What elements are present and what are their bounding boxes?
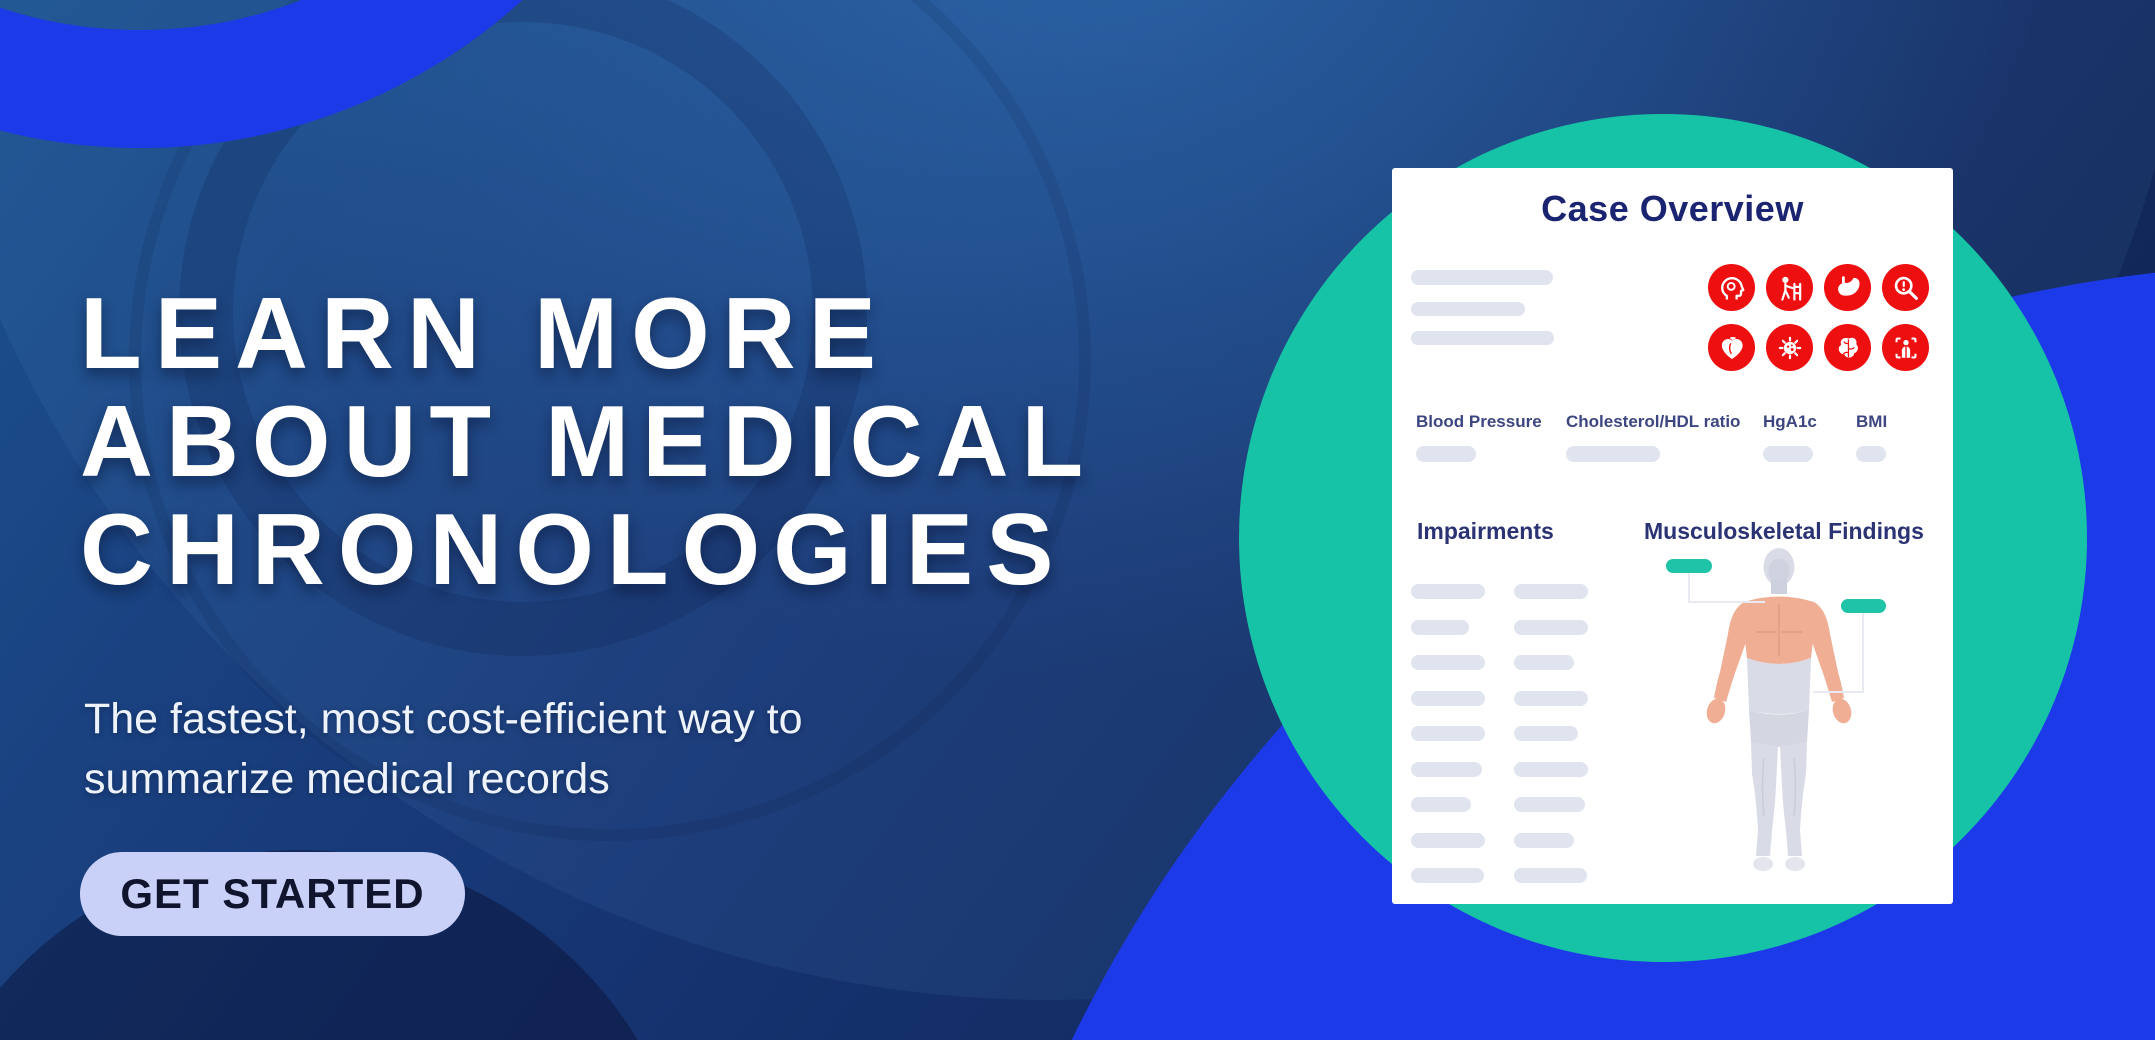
card-title: Case Overview	[1541, 188, 1804, 229]
subtitle-line-1: The fastest, most cost-efficient way to	[84, 695, 803, 743]
impairment-placeholder	[1514, 690, 1588, 706]
body-scan-icon	[1882, 324, 1929, 371]
impairments-heading: Impairments	[1417, 518, 1554, 544]
placeholder-line	[1411, 302, 1525, 316]
title-line-3: CHRONOLOGIES	[80, 493, 1067, 606]
finding-tag	[1841, 599, 1886, 613]
impairment-placeholder	[1411, 584, 1485, 599]
faint-ring-large	[129, 0, 1091, 841]
blue-top-left-ring	[0, 0, 523, 148]
vital-label: Cholesterol/HDL ratio	[1566, 412, 1741, 431]
title-line-2: ABOUT MEDICAL	[80, 385, 1097, 498]
page-title: LEARN MORE ABOUT MEDICAL CHRONOLOGIES	[80, 280, 1200, 604]
vital-label: BMI	[1856, 412, 1888, 431]
faint-ring-thick	[179, 0, 867, 656]
brain-icon	[1824, 324, 1871, 371]
vital-label: Blood Pressure	[1416, 412, 1542, 431]
impairments-column-1	[1411, 584, 1485, 883]
musculoskeletal-heading: Musculoskeletal Findings	[1644, 518, 1924, 544]
impairment-placeholder	[1411, 726, 1485, 741]
get-started-button[interactable]: GET STARTED	[80, 852, 465, 936]
heart-icon	[1708, 324, 1755, 371]
impairment-placeholder	[1411, 655, 1485, 670]
callout-line	[1688, 601, 1765, 603]
impairment-placeholder	[1411, 797, 1471, 812]
impairment-placeholder	[1411, 761, 1482, 777]
mental-health-icon	[1708, 264, 1755, 311]
impairment-placeholder	[1514, 832, 1574, 848]
stomach-icon	[1824, 264, 1871, 311]
body-figure	[1706, 548, 1852, 871]
finding-tag	[1666, 559, 1712, 573]
subtitle-line-2: summarize medical records	[84, 755, 610, 803]
impairment-placeholder	[1514, 655, 1574, 670]
diagnosis-search-icon	[1882, 264, 1929, 311]
impairment-placeholder	[1514, 584, 1588, 599]
impairments-column-2	[1514, 584, 1588, 883]
callout-line	[1813, 691, 1864, 693]
vital-blood-pressure: Blood Pressure	[1416, 412, 1542, 462]
vital-bmi: BMI	[1856, 412, 1887, 462]
callout-line	[1862, 613, 1864, 693]
impairment-placeholder	[1411, 690, 1485, 706]
vital-hga1c: HgA1c	[1763, 412, 1817, 462]
vital-value-placeholder	[1856, 446, 1886, 462]
vital-value-placeholder	[1763, 446, 1813, 462]
impairment-placeholder	[1411, 868, 1484, 883]
case-overview-card: Case Overview Blood	[1392, 168, 1953, 904]
impairment-placeholder	[1514, 726, 1578, 741]
vital-cholesterol: Cholesterol/HDL ratio	[1566, 412, 1740, 462]
infection-icon	[1766, 324, 1813, 371]
impairment-placeholder	[1514, 797, 1585, 812]
title-line-1: LEARN MORE	[80, 277, 889, 390]
placeholder-line	[1411, 270, 1553, 285]
placeholder-line	[1411, 331, 1554, 345]
callout-line	[1688, 573, 1690, 602]
impairment-placeholder	[1411, 832, 1485, 848]
mobility-aid-icon	[1766, 264, 1813, 311]
impairment-placeholder	[1514, 868, 1587, 883]
impairment-placeholder	[1514, 761, 1588, 777]
impairment-placeholder	[1514, 619, 1588, 635]
vital-value-placeholder	[1416, 446, 1476, 462]
vital-value-placeholder	[1566, 446, 1660, 462]
vital-label: HgA1c	[1763, 412, 1817, 431]
impairment-placeholder	[1411, 619, 1469, 635]
subtitle: The fastest, most cost-efficient way to …	[84, 689, 984, 809]
